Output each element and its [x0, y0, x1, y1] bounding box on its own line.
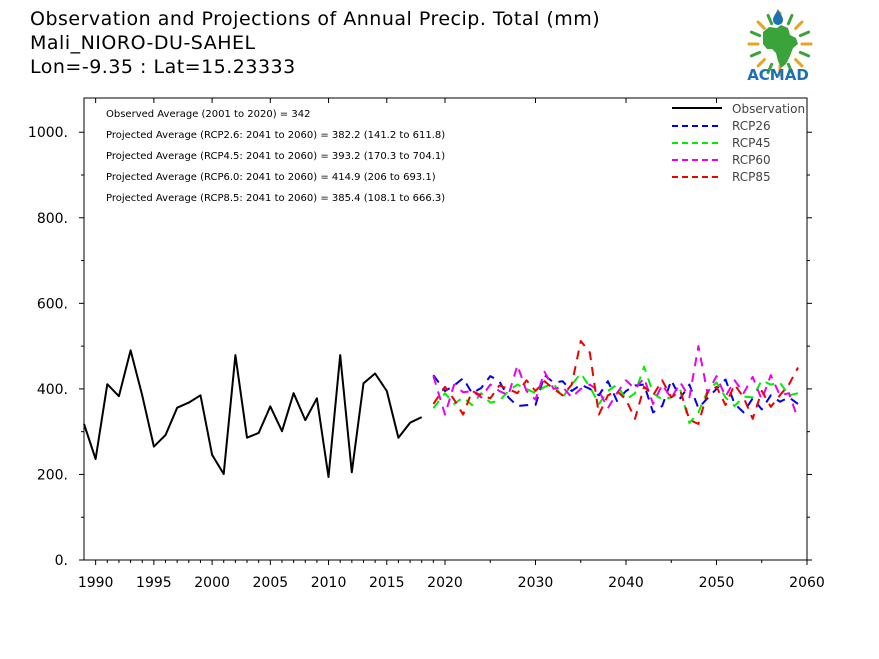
- axis-ticks: [79, 98, 812, 565]
- x-tick-labels: 1990 1995 2000 2005 2010 2015 2020 2030 2040 2050…: [78, 575, 825, 591]
- legend-label-rcp26: RCP26: [732, 119, 771, 133]
- series-line-observation: [83, 349, 423, 478]
- y-tick-label-600: 600.: [37, 296, 68, 312]
- sun-ray: [786, 62, 794, 75]
- statistics-annotations: Observed Average (2001 to 2020) = 342 Pr…: [106, 109, 445, 204]
- africa-map-icon: [763, 25, 798, 68]
- y-tick-label-0: 0.: [55, 553, 68, 569]
- sun-ray: [766, 13, 774, 26]
- y-tick-label-800: 800.: [37, 211, 68, 227]
- legend: Observation RCP26 RCP45 RCP60 RCP85: [672, 102, 805, 184]
- legend-label-rcp45: RCP45: [732, 136, 771, 150]
- sun-ray: [794, 58, 804, 68]
- x-tick-label-2005: 2005: [253, 575, 289, 591]
- series-line-rcp60: [432, 345, 799, 420]
- legend-label-rcp60: RCP60: [732, 153, 771, 167]
- x-tick-label-2040: 2040: [608, 575, 644, 591]
- plot-frame: [83, 97, 808, 561]
- station-name: Mali_NIORO-DU-SAHEL: [30, 32, 256, 54]
- y-tick-label-400: 400.: [37, 382, 68, 398]
- x-tick-label-2000: 2000: [194, 575, 230, 591]
- y-tick-label-1000: 1000.: [28, 125, 68, 141]
- sun-ray: [794, 20, 804, 30]
- acmad-logo: ACMAD: [736, 6, 820, 84]
- x-tick-label-2050: 2050: [699, 575, 735, 591]
- x-tick-label-2030: 2030: [518, 575, 554, 591]
- y-tick-labels: 0. 200. 400. 600. 800. 1000.: [28, 125, 68, 569]
- logo-text: ACMAD: [747, 66, 809, 84]
- series-line-rcp85: [432, 340, 799, 425]
- sun-ray: [749, 30, 762, 38]
- y-tick-label-200: 200.: [37, 467, 68, 483]
- rcp60-average-text: Projected Average (RCP6.0: 2041 to 2060)…: [106, 172, 436, 183]
- x-tick-label-1990: 1990: [78, 575, 114, 591]
- legend-label-rcp85: RCP85: [732, 170, 771, 184]
- rcp45-average-text: Projected Average (RCP4.5: 2041 to 2060)…: [106, 151, 445, 162]
- rcp26-average-text: Projected Average (RCP2.6: 2041 to 2060)…: [106, 130, 445, 141]
- sun-ray: [756, 20, 766, 30]
- sun-ray: [766, 62, 774, 75]
- series-line-rcp26: [432, 374, 799, 414]
- sun-ray: [749, 50, 762, 58]
- sun-ray: [798, 50, 811, 58]
- legend-label-observation: Observation: [732, 102, 805, 116]
- x-tick-label-1995: 1995: [136, 575, 172, 591]
- x-tick-label-2060: 2060: [789, 575, 825, 591]
- sun-ray: [756, 58, 766, 68]
- series-lines: [83, 340, 799, 478]
- x-tick-label-2010: 2010: [311, 575, 347, 591]
- x-tick-label-2015: 2015: [369, 575, 405, 591]
- station-coordinates: Lon=-9.35 : Lat=15.23333: [30, 56, 296, 78]
- x-tick-label-2020: 2020: [427, 575, 463, 591]
- series-line-rcp45: [432, 365, 799, 425]
- chart-title: Observation and Projections of Annual Pr…: [30, 8, 601, 30]
- rcp85-average-text: Projected Average (RCP8.5: 2041 to 2060)…: [106, 193, 445, 204]
- observed-average-text: Observed Average (2001 to 2020) = 342: [106, 109, 310, 120]
- water-drop-icon: [773, 9, 783, 25]
- sun-ray: [786, 13, 794, 26]
- sun-ray: [798, 30, 811, 38]
